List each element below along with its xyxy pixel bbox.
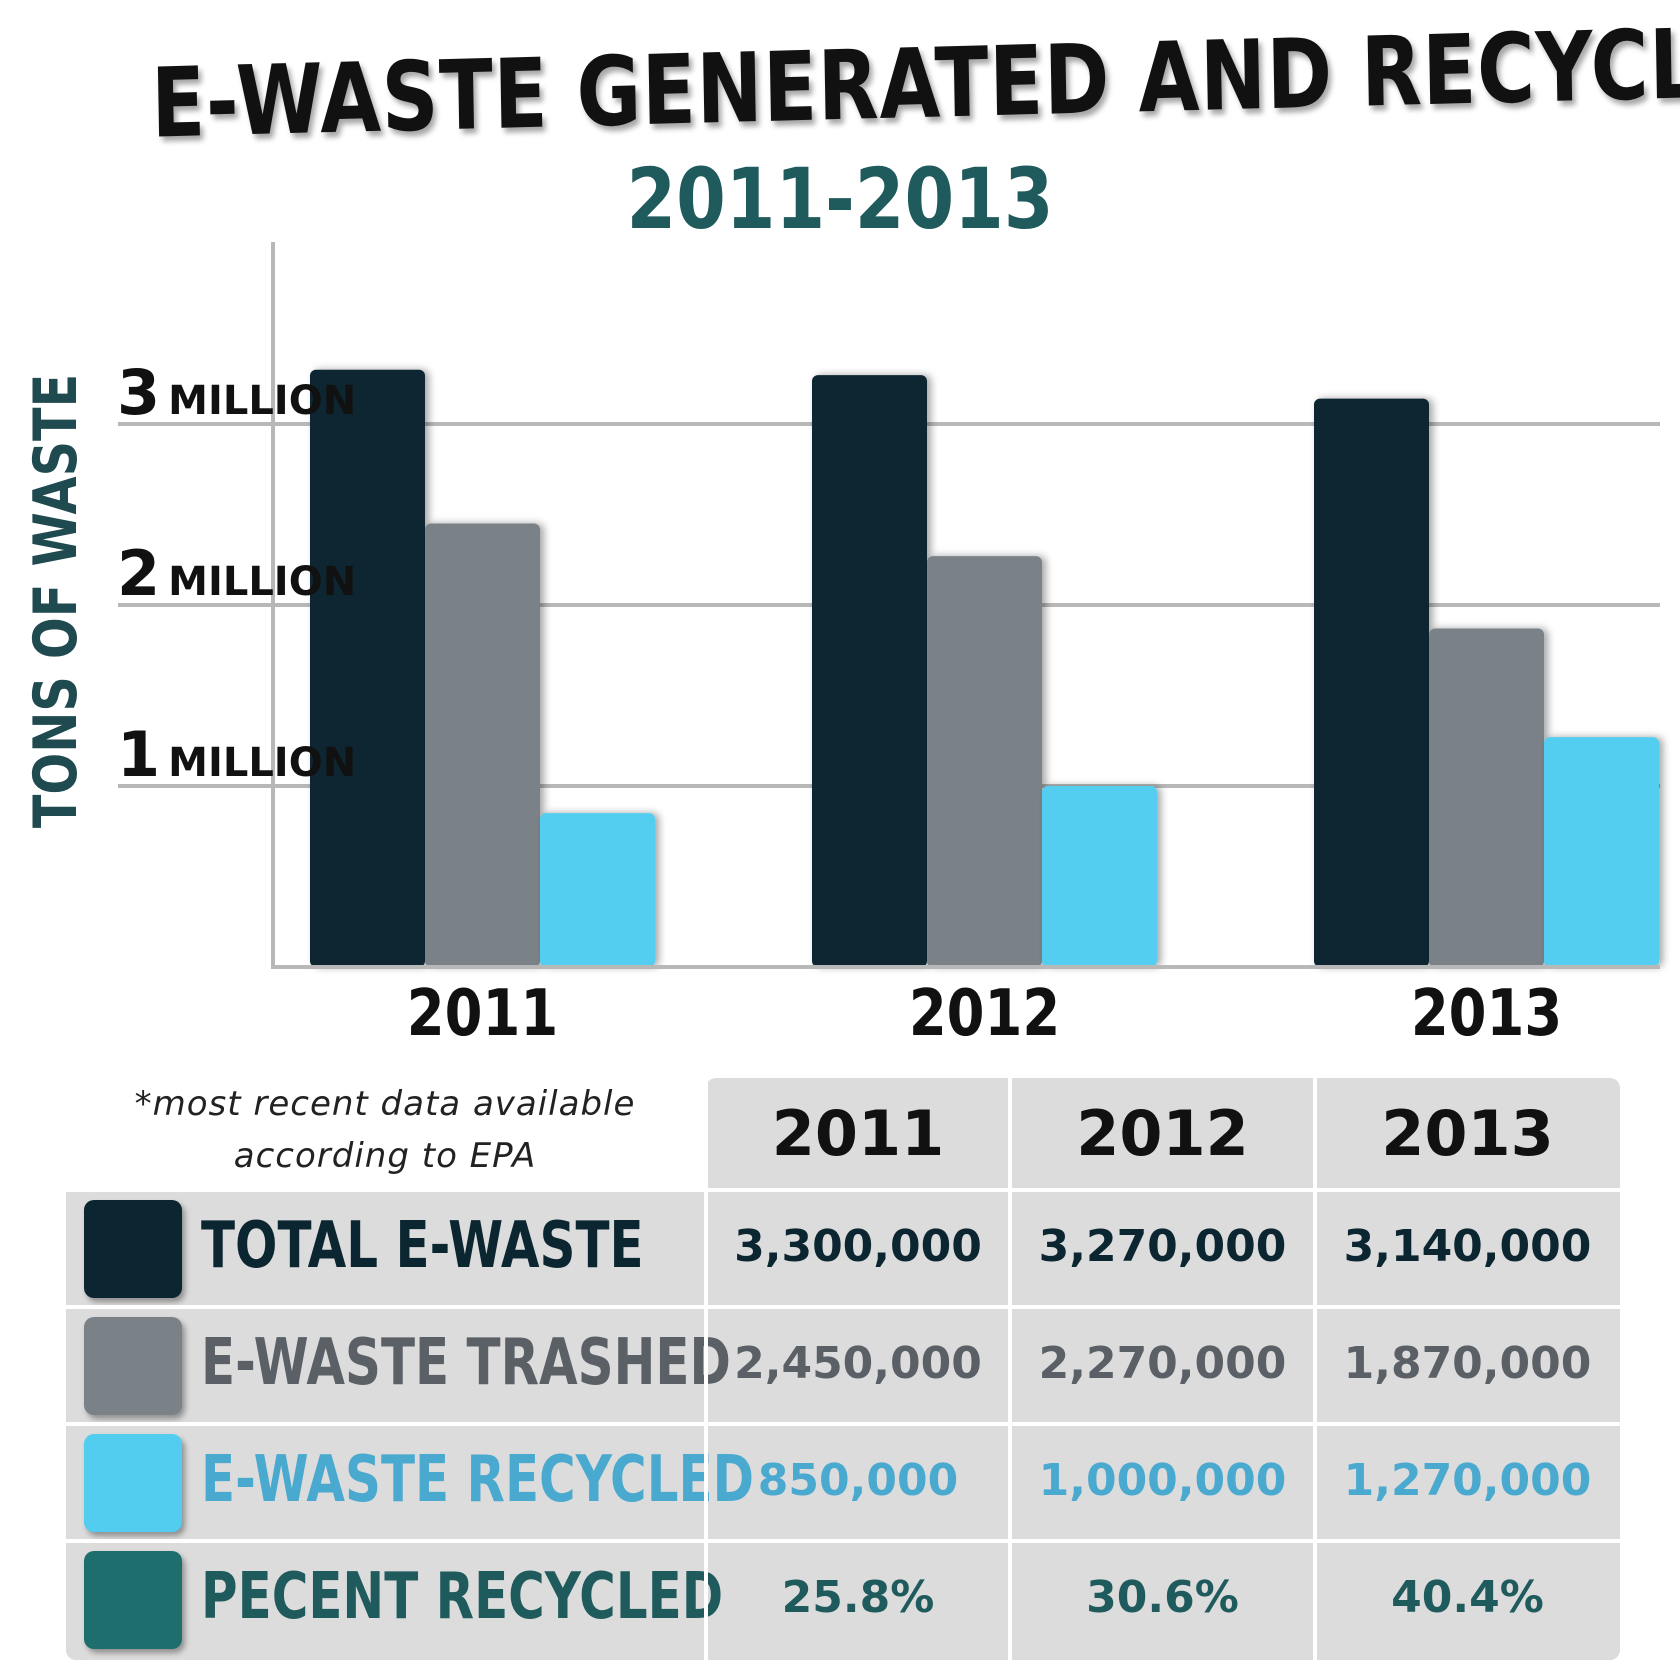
bar-e-waste-trashed-2011 <box>425 523 540 967</box>
cell-trashed-2011: 2,450,000 <box>734 1338 982 1389</box>
cell-trashed-2013: 1,870,000 <box>1343 1338 1592 1389</box>
xtick-label-2013: 2013 <box>1411 977 1562 1051</box>
ytick-unit: MILLION <box>168 378 356 424</box>
title-block: E-WASTE GENERATED AND RECYCLED 2011-2013 <box>0 5 1680 248</box>
ytick-label-2-million: 2 MILLION <box>117 537 356 610</box>
cell-trashed-2012: 2,270,000 <box>1038 1338 1287 1389</box>
bar-e-waste-recycled-2012 <box>1042 786 1157 967</box>
trashed-swatch <box>84 1317 182 1415</box>
table-row-total: TOTAL E-WASTE 3,300,000 3,270,000 3,140,… <box>66 1190 1620 1303</box>
percent-swatch <box>84 1551 182 1649</box>
ytick-unit: MILLION <box>168 740 356 786</box>
y-axis-title: TONS OF WASTE <box>20 374 90 828</box>
table-divider-v2 <box>1008 1078 1012 1660</box>
cell-total-2011: 3,300,000 <box>734 1221 982 1272</box>
ytick-number: 1 <box>117 718 160 791</box>
ytick-unit: MILLION <box>168 559 356 605</box>
cell-percent-2013: 40.4% <box>1391 1572 1544 1623</box>
ytick-label-1-million: 1 MILLION <box>117 718 356 791</box>
bar-e-waste-trashed-2013 <box>1429 628 1544 967</box>
bar-e-waste-recycled-2011 <box>540 813 655 967</box>
table-divider-h3 <box>66 1422 1620 1426</box>
table-row-recycled: E-WASTE RECYCLED 850,000 1,000,000 1,270… <box>66 1424 1620 1537</box>
table-header-background <box>706 1078 1620 1190</box>
table-divider-v1 <box>704 1078 708 1660</box>
axes <box>271 242 1660 969</box>
table-row-trashed: E-WASTE TRASHED 2,450,000 2,270,000 1,87… <box>66 1307 1620 1420</box>
table-divider-v3 <box>1313 1078 1317 1660</box>
bar-total-e-waste-2011 <box>310 369 425 967</box>
table-row-percent: PECENT RECYCLED 25.8% 30.6% 40.4% <box>66 1541 1620 1654</box>
bars <box>310 369 1659 967</box>
ytick-number: 3 <box>117 356 160 429</box>
cell-percent-2011: 25.8% <box>781 1572 935 1623</box>
table-header-2013: 2013 <box>1381 1097 1554 1170</box>
note-line-2: according to EPA <box>233 1136 537 1176</box>
cell-percent-2012: 30.6% <box>1086 1572 1239 1623</box>
row-label-percent: PECENT RECYCLED <box>201 1560 724 1634</box>
total-swatch <box>84 1200 182 1298</box>
xtick-label-2011: 2011 <box>407 977 558 1051</box>
table-header-2012: 2012 <box>1076 1097 1249 1170</box>
bar-e-waste-recycled-2013 <box>1544 737 1659 967</box>
data-table: 2011 2012 2013 TOTAL E-WASTE 3,300,000 3… <box>66 1078 1620 1660</box>
table-divider-h2 <box>66 1305 1620 1309</box>
ytick-label-3-million: 3 MILLION <box>117 356 356 429</box>
bar-total-e-waste-2013 <box>1314 398 1429 967</box>
table-header-2011: 2011 <box>771 1097 945 1170</box>
row-label-trashed: E-WASTE TRASHED <box>201 1326 731 1400</box>
ytick-number: 2 <box>117 537 160 610</box>
table-divider-h1 <box>66 1188 1620 1192</box>
cell-total-2013: 3,140,000 <box>1343 1221 1592 1272</box>
bar-e-waste-trashed-2012 <box>927 556 1042 967</box>
bar-total-e-waste-2012 <box>812 375 927 967</box>
note-line-1: *most recent data available <box>134 1084 636 1124</box>
cell-recycled-2013: 1,270,000 <box>1343 1455 1592 1506</box>
xtick-label-2012: 2012 <box>909 977 1060 1051</box>
cell-recycled-2012: 1,000,000 <box>1038 1455 1287 1506</box>
cell-recycled-2011: 850,000 <box>757 1455 959 1506</box>
table-divider-h4 <box>66 1539 1620 1543</box>
chart-subtitle: 2011-2013 <box>626 150 1054 248</box>
row-label-recycled: E-WASTE RECYCLED <box>201 1443 755 1517</box>
data-source-note: *most recent data available according to… <box>60 1078 710 1182</box>
recycled-swatch <box>84 1434 182 1532</box>
cell-total-2012: 3,270,000 <box>1038 1221 1287 1272</box>
row-label-total: TOTAL E-WASTE <box>201 1209 644 1283</box>
